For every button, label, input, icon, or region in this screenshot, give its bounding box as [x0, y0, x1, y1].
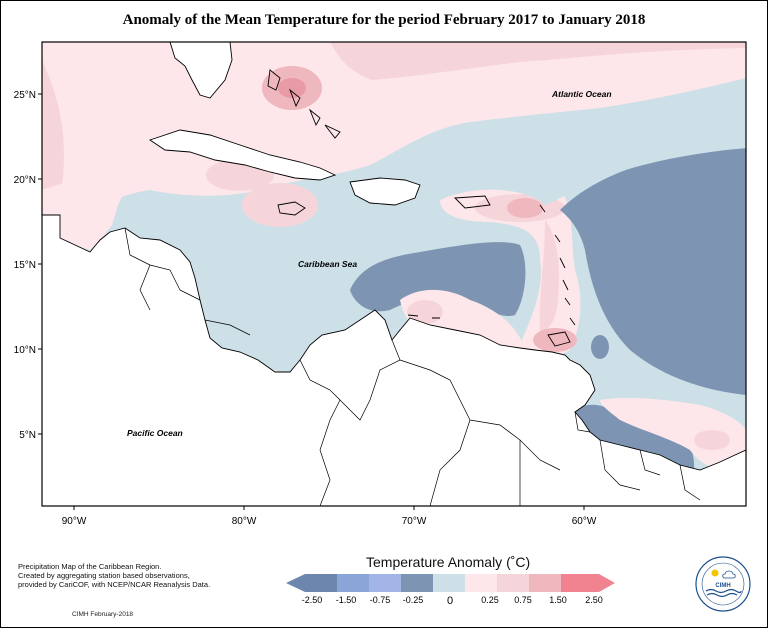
lat-ticks — [38, 93, 42, 435]
legend-swatch-4 — [401, 574, 433, 592]
lon-ticks — [73, 506, 585, 510]
legend-label-4: -0.25 — [403, 595, 424, 605]
lon-label-70w: 70°W — [402, 516, 427, 527]
lat-label-25n: 25°N — [14, 90, 36, 101]
legend-label-9: 2.50 — [585, 595, 603, 605]
legend-swatch-2 — [337, 574, 369, 592]
lat-label-20n: 20°N — [14, 175, 36, 186]
credits-line-2: Created by aggregating station based obs… — [18, 571, 190, 580]
label-atlantic-ocean: Atlantic Ocean — [551, 89, 612, 99]
legend-label-8: 1.50 — [549, 595, 567, 605]
legend-label-6: 0.25 — [481, 595, 499, 605]
credits-line-3: provided by CariCOF, with NCEP/NCAR Rean… — [18, 580, 211, 589]
lon-label-90w: 90°W — [62, 516, 87, 527]
legend-swatch-3 — [369, 574, 401, 592]
lon-label-80w: 80°W — [232, 516, 257, 527]
credits-block: Precipitation Map of the Caribbean Regio… — [18, 562, 210, 589]
hispaniola-land — [349, 177, 421, 206]
legend-swatch-6 — [465, 574, 497, 592]
lesser-antilles — [539, 204, 576, 326]
mexico-land — [42, 158, 125, 250]
legend-swatch-8 — [529, 574, 561, 592]
lat-label-15n: 15°N — [14, 260, 36, 271]
label-pacific-ocean: Pacific Ocean — [127, 428, 183, 438]
lon-label-60w: 60°W — [572, 516, 597, 527]
legend-title: Temperature Anomaly (˚C) — [366, 554, 531, 570]
legend-swatch-7 — [497, 574, 529, 592]
legend-cap-left — [286, 574, 305, 592]
lat-label-5n: 5°N — [19, 430, 36, 441]
legend-cap-right — [599, 574, 615, 592]
abc-islands — [407, 314, 440, 319]
country-borders — [124, 227, 701, 506]
jamaica-land — [277, 201, 306, 216]
florida-land — [169, 42, 233, 99]
map-border — [41, 41, 747, 507]
legend-label-7: 0.75 — [514, 595, 532, 605]
cimh-logo-icon: CIMH — [695, 556, 751, 612]
land-masses — [42, 42, 746, 506]
legend-swatch-5 — [433, 574, 465, 592]
anomaly-field — [42, 42, 746, 506]
legend-label-2: -1.50 — [336, 595, 357, 605]
central-south-america-land — [42, 214, 746, 506]
legend-colorbar — [286, 574, 615, 592]
puerto-rico-land — [453, 195, 491, 209]
credits-line-1: Precipitation Map of the Caribbean Regio… — [18, 562, 162, 571]
legend-label-3: -0.75 — [370, 595, 391, 605]
legend-label-1: -2.50 — [302, 595, 323, 605]
map-title: Anomaly of the Mean Temperature for the … — [122, 12, 646, 28]
legend-label-5: 0 — [447, 595, 453, 607]
lat-label-10n: 10°N — [14, 345, 36, 356]
logo-text: CIMH — [715, 583, 730, 589]
bahamas-islands — [267, 69, 341, 139]
credits-stamp: CIMH February-2018 — [72, 611, 134, 618]
cuba-land — [148, 129, 337, 181]
trinidad-land — [547, 331, 571, 347]
legend-swatch-1 — [305, 574, 337, 592]
legend-swatch-9 — [561, 574, 599, 592]
label-caribbean-sea: Caribbean Sea — [298, 259, 357, 269]
